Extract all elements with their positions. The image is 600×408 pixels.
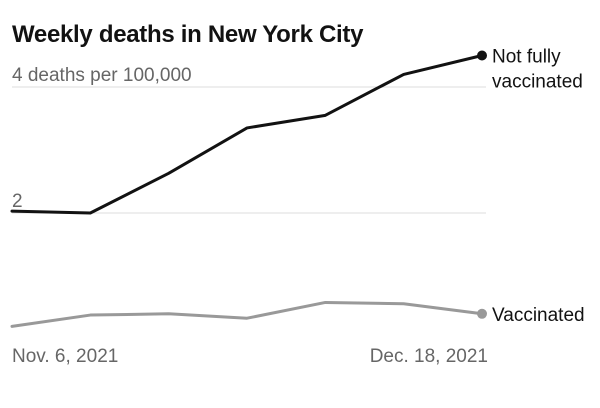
chart-title: Weekly deaths in New York City (12, 21, 364, 48)
x-tick-end: Dec. 18, 2021 (370, 346, 488, 367)
series-label-not-fully-vaccinated-line-1: Not fully (492, 47, 561, 68)
series-endpoint-vaccinated (477, 308, 487, 319)
series-label-vaccinated-line-1: Vaccinated (492, 305, 585, 326)
gridlines (12, 86, 486, 214)
series-line-vaccinated (10, 300, 484, 328)
series-line-not-fully-vaccinated (10, 54, 484, 215)
y-tick-label-2: 2 (12, 191, 23, 212)
y-tick-label-4: 4 deaths per 100,000 (12, 65, 192, 86)
series-endpoint-not-fully-vaccinated (477, 50, 487, 61)
x-tick-start: Nov. 6, 2021 (12, 346, 118, 367)
y-tick-labels: 4 deaths per 100,000 2 (12, 65, 192, 212)
series-labels: Not fully vaccinated Vaccinated (492, 47, 585, 326)
series-label-not-fully-vaccinated-line-2: vaccinated (492, 72, 583, 93)
series-lines (10, 50, 487, 328)
